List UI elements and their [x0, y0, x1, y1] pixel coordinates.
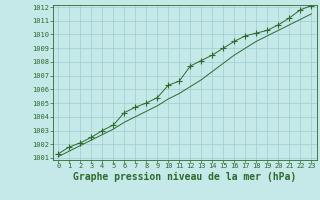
X-axis label: Graphe pression niveau de la mer (hPa): Graphe pression niveau de la mer (hPa): [73, 172, 296, 182]
